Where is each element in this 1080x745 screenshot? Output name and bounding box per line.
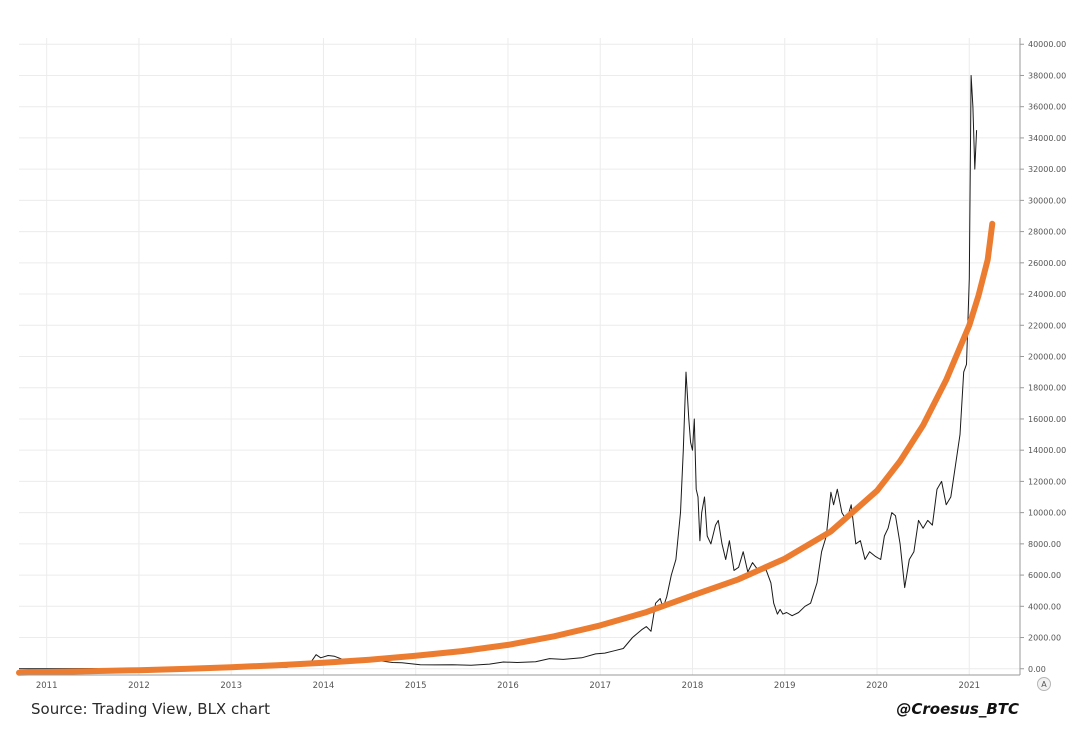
y-tick-label: 2000.00 bbox=[1028, 634, 1061, 643]
x-tick-label: 2013 bbox=[220, 681, 242, 691]
author-handle: @Croesus_BTC bbox=[896, 700, 1019, 718]
y-tick-label: 12000.00 bbox=[1028, 477, 1066, 486]
x-tick-label: 2016 bbox=[497, 681, 519, 691]
y-tick-label: 24000.00 bbox=[1028, 290, 1066, 299]
axes bbox=[19, 38, 1024, 676]
y-tick-label: 26000.00 bbox=[1028, 259, 1066, 268]
trend-curve bbox=[16, 220, 996, 676]
x-tick-label: 2018 bbox=[682, 681, 704, 691]
x-tick-label: 2014 bbox=[313, 681, 335, 691]
y-tick-label: 34000.00 bbox=[1028, 134, 1066, 143]
y-tick-label: 0.00 bbox=[1028, 665, 1046, 674]
y-tick-label: 28000.00 bbox=[1028, 228, 1066, 237]
y-tick-label: 14000.00 bbox=[1028, 446, 1066, 455]
grid bbox=[19, 38, 1020, 675]
series-group bbox=[16, 75, 996, 676]
x-tick-label: 2011 bbox=[36, 681, 58, 691]
x-tick-label: 2015 bbox=[405, 681, 427, 691]
y-tick-label: 40000.00 bbox=[1028, 40, 1066, 49]
tick-labels: 2011 2012 2013 2014 2015 2016 2017 2018 2019 2020… bbox=[36, 40, 1066, 691]
y-tick-label: 4000.00 bbox=[1028, 602, 1061, 611]
y-tick-label: 6000.00 bbox=[1028, 571, 1061, 580]
y-tick-label: 30000.00 bbox=[1028, 196, 1066, 205]
y-tick-label: 8000.00 bbox=[1028, 540, 1061, 549]
x-tick-label: 2021 bbox=[958, 681, 980, 691]
x-tick-label: 2017 bbox=[589, 681, 611, 691]
x-tick-label: 2012 bbox=[128, 681, 150, 691]
y-tick-label: 32000.00 bbox=[1028, 165, 1066, 174]
y-tick-label: 18000.00 bbox=[1028, 384, 1066, 393]
y-tick-label: 22000.00 bbox=[1028, 321, 1066, 330]
price-line bbox=[19, 75, 978, 670]
y-tick-label: 38000.00 bbox=[1028, 71, 1066, 80]
x-tick-label: 2019 bbox=[774, 681, 796, 691]
y-tick-label: 20000.00 bbox=[1028, 353, 1066, 362]
y-tick-label: 16000.00 bbox=[1028, 415, 1066, 424]
auto-scale-button[interactable]: A bbox=[1037, 677, 1051, 691]
source-note: Source: Trading View, BLX chart bbox=[31, 700, 270, 718]
auto-scale-label: A bbox=[1041, 680, 1047, 689]
x-tick-label: 2020 bbox=[866, 681, 888, 691]
y-tick-label: 36000.00 bbox=[1028, 103, 1066, 112]
y-tick-label: 10000.00 bbox=[1028, 509, 1066, 518]
